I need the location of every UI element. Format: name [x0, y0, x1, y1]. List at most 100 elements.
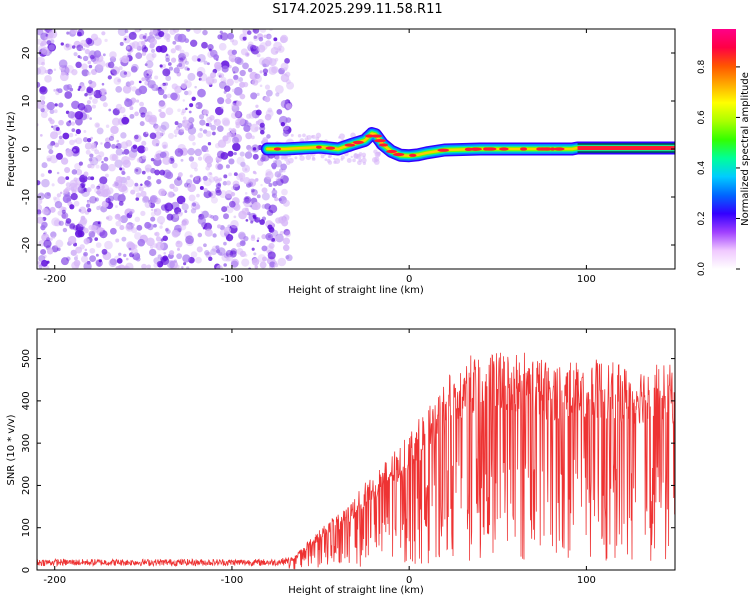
noise-point — [63, 188, 69, 194]
noise-point — [123, 148, 130, 155]
noise-point — [239, 93, 246, 100]
noise-point — [233, 110, 241, 118]
noise-point — [233, 152, 237, 156]
noise-point — [158, 188, 166, 197]
noise-point — [181, 222, 186, 227]
noise-point — [234, 110, 243, 119]
noise-point — [131, 227, 138, 234]
noise-point — [41, 61, 45, 66]
noise-point — [198, 77, 202, 81]
noise-point — [245, 132, 253, 140]
noise-point — [142, 155, 147, 160]
noise-point — [43, 239, 52, 248]
noise-point — [134, 111, 139, 117]
noise-point — [83, 187, 88, 192]
noise-point — [223, 241, 227, 246]
noise-point — [154, 125, 161, 132]
noise-point — [261, 192, 270, 201]
noise-point — [39, 134, 43, 137]
noise-point — [358, 158, 363, 162]
noise-point — [183, 51, 190, 58]
noise-point — [258, 36, 264, 42]
noise-point — [118, 252, 122, 256]
noise-point — [176, 253, 183, 260]
noise-point — [178, 63, 183, 68]
noise-point — [223, 252, 230, 259]
noise-point — [267, 251, 276, 260]
noise-point — [253, 35, 259, 42]
noise-point — [55, 126, 60, 132]
noise-point — [129, 80, 135, 86]
noise-point — [141, 263, 147, 269]
noise-point — [280, 62, 289, 71]
noise-point — [183, 262, 187, 266]
noise-point — [149, 114, 157, 123]
noise-point — [78, 85, 82, 89]
noise-point — [177, 108, 181, 113]
noise-point — [183, 79, 188, 84]
noise-point — [299, 155, 305, 161]
noise-point — [117, 183, 127, 193]
noise-point — [217, 125, 224, 133]
noise-point — [179, 49, 185, 55]
noise-point — [212, 131, 216, 136]
noise-point — [94, 64, 104, 73]
noise-point — [79, 182, 85, 189]
noise-point — [264, 96, 271, 103]
noise-point — [187, 183, 196, 193]
noise-point — [154, 169, 161, 176]
noise-point — [65, 218, 72, 224]
noise-point — [154, 153, 162, 161]
noise-point — [244, 52, 250, 57]
noise-point — [86, 86, 94, 94]
noise-point — [98, 259, 102, 263]
noise-point — [201, 210, 209, 219]
noise-point — [51, 183, 55, 187]
noise-point — [213, 119, 218, 123]
noise-point — [226, 205, 229, 209]
noise-point — [70, 192, 78, 201]
noise-point — [66, 197, 71, 203]
noise-point — [346, 158, 352, 163]
noise-point — [78, 209, 82, 212]
noise-point — [101, 248, 108, 255]
noise-point — [125, 178, 135, 188]
noise-point — [135, 197, 140, 201]
noise-point — [76, 31, 82, 37]
noise-point — [108, 108, 112, 112]
noise-point — [254, 265, 259, 269]
noise-point — [83, 238, 90, 245]
noise-point — [229, 224, 238, 234]
noise-point — [136, 41, 145, 50]
noise-point — [226, 255, 233, 262]
noise-point — [192, 141, 196, 146]
noise-point — [212, 233, 217, 238]
noise-point — [77, 103, 86, 111]
noise-point — [191, 96, 196, 101]
noise-point — [138, 80, 142, 84]
noise-point — [154, 131, 163, 139]
noise-point — [128, 247, 132, 251]
noise-point — [170, 48, 176, 54]
noise-point — [202, 175, 208, 181]
noise-point — [196, 193, 200, 198]
noise-point — [51, 125, 54, 128]
noise-point — [271, 229, 279, 237]
noise-point — [144, 63, 148, 67]
noise-point — [252, 191, 258, 196]
noise-point — [75, 137, 83, 145]
noise-point — [215, 189, 222, 196]
noise-point — [169, 29, 176, 35]
noise-point — [121, 186, 129, 194]
noise-point — [63, 84, 70, 91]
y-tick-label: -10 — [21, 189, 32, 205]
spectrogram-y-axis-label: Frequency (Hz) — [6, 111, 17, 187]
noise-point — [66, 43, 73, 50]
noise-point — [101, 160, 104, 164]
noise-point — [217, 163, 224, 170]
noise-point — [151, 84, 159, 92]
noise-point — [165, 107, 174, 116]
noise-point — [199, 119, 206, 126]
noise-point — [141, 51, 147, 56]
noise-point — [155, 142, 160, 147]
